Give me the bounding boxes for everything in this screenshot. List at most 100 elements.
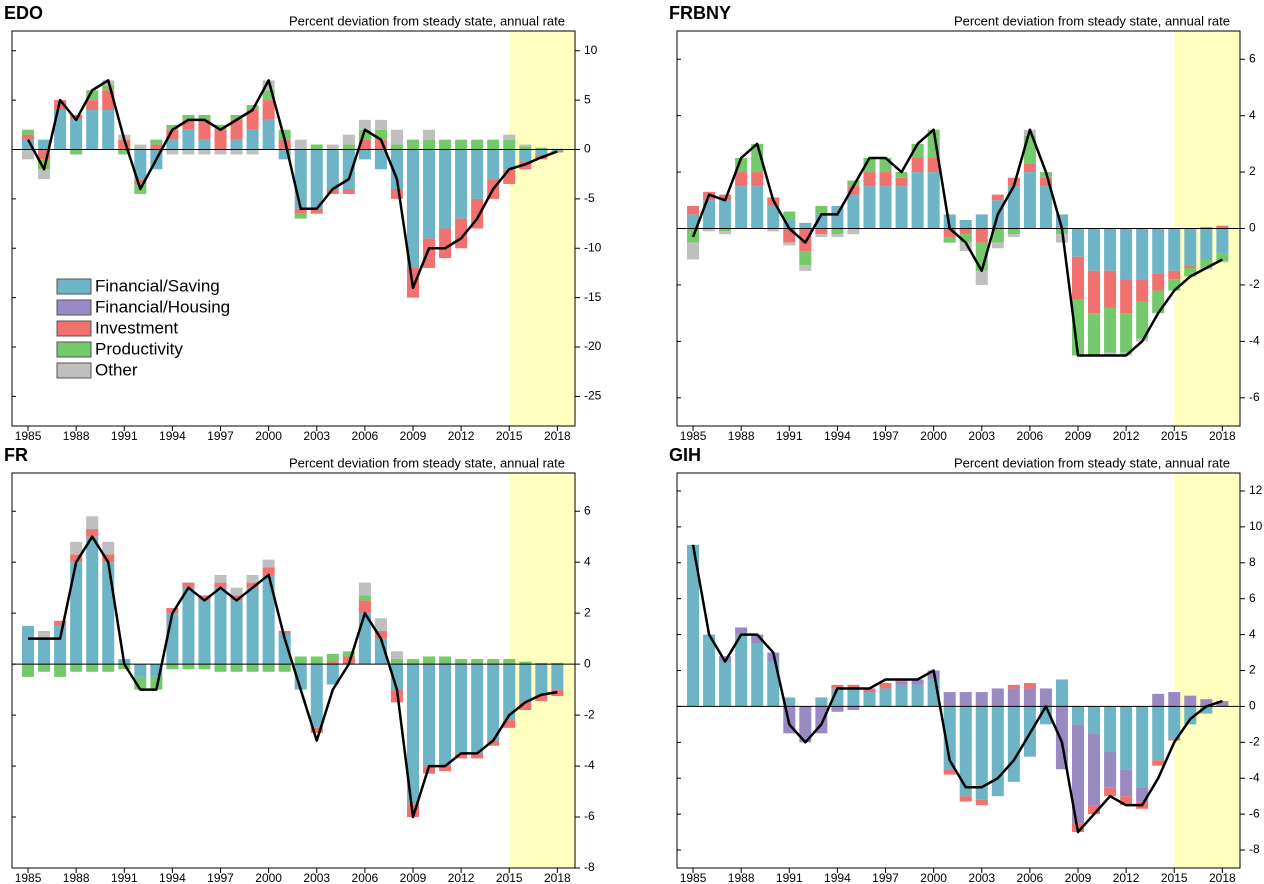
bar-segment <box>38 139 51 150</box>
forecast-shade <box>1174 473 1240 868</box>
bar-segment <box>1088 733 1101 806</box>
y-tick-label: 0 <box>1249 699 1256 713</box>
bar-segment <box>943 692 956 707</box>
bar-segment <box>70 664 83 672</box>
x-tick-label: 2015 <box>496 871 523 884</box>
bar-segment <box>182 119 195 130</box>
bar-segment <box>991 194 1004 201</box>
bar-segment <box>975 706 988 800</box>
bar-segment <box>1071 228 1085 257</box>
bar-segment <box>86 90 99 101</box>
bar-segment <box>1007 688 1020 707</box>
bar-segment <box>246 574 259 583</box>
bar-segment <box>230 149 243 155</box>
x-tick-label: 2018 <box>544 429 571 443</box>
bar-segment <box>214 149 227 155</box>
bar-segment <box>1216 253 1229 261</box>
bar-segment <box>991 706 1004 797</box>
bar-segment <box>182 582 195 588</box>
bar-segment <box>1071 724 1085 824</box>
bar-segment <box>390 659 403 665</box>
bar-segment <box>390 129 403 145</box>
bar-segment <box>535 662 548 665</box>
x-tick-label: 1991 <box>776 871 803 884</box>
bar-segment <box>86 100 99 110</box>
bar-segment <box>198 595 211 601</box>
forecast-shade <box>509 31 575 426</box>
x-tick-label: 1988 <box>63 429 90 443</box>
bar-segment <box>943 769 956 775</box>
bar-segment <box>1200 706 1213 714</box>
y-tick-label: 6 <box>584 503 591 517</box>
bar-segment <box>134 149 147 180</box>
bar-segment <box>815 234 828 237</box>
bar-segment <box>406 664 420 805</box>
bar-segment <box>535 148 548 150</box>
bar-segment <box>455 664 468 754</box>
bar-segment <box>423 664 436 767</box>
bar-segment <box>294 139 307 150</box>
bar-segment <box>847 180 860 187</box>
bar-segment <box>262 90 275 101</box>
bar-segment <box>390 144 403 150</box>
bar-segment <box>799 251 812 266</box>
bar-segment <box>991 228 1004 243</box>
bar-segment <box>198 664 211 670</box>
bar-segment <box>783 220 796 229</box>
y-tick-label: 12 <box>1249 483 1263 497</box>
bar-segment <box>687 205 700 215</box>
bar-segment <box>118 139 131 150</box>
x-tick-label: 2003 <box>303 429 330 443</box>
bar-segment <box>1088 270 1101 314</box>
bar-segment <box>927 172 940 229</box>
panel-title: FR <box>4 445 28 465</box>
bar-segment <box>767 228 780 232</box>
bar-segment <box>503 659 516 665</box>
bar-segment <box>439 139 452 150</box>
bar-segment <box>230 664 243 672</box>
y-tick-label: -6 <box>1249 390 1260 404</box>
x-tick-label: 2009 <box>1065 871 1092 884</box>
bar-segment <box>959 242 972 252</box>
y-tick-label: 0 <box>1249 221 1256 235</box>
bar-segment <box>535 664 548 695</box>
panel: FR Percent deviation from steady state, a… <box>4 445 595 884</box>
bar-segment <box>1104 352 1117 356</box>
bar-segment <box>326 144 339 150</box>
bar-segment <box>487 139 500 150</box>
bar-segment <box>38 169 51 180</box>
bar-segment <box>959 796 972 802</box>
bar-segment <box>214 129 227 150</box>
bar-segment <box>54 664 67 677</box>
bar-segment <box>1168 228 1181 271</box>
bar-segment <box>975 799 988 806</box>
x-tick-label: 2015 <box>496 429 523 443</box>
total-line <box>26 79 558 289</box>
bar-segment <box>687 242 700 260</box>
panel: GIH Percent deviation from steady state, … <box>669 445 1263 884</box>
y-tick-label: 4 <box>584 554 591 568</box>
bar-segment <box>406 139 420 150</box>
bar-segment <box>1104 706 1117 752</box>
bar-segment <box>1104 787 1117 797</box>
bar-segment <box>246 664 259 672</box>
y-tick-label: 2 <box>1249 663 1256 677</box>
panel-subtitle: Percent deviation from steady state, ann… <box>954 455 1230 470</box>
bar-segment <box>358 119 371 130</box>
bar-segment <box>911 172 924 229</box>
bar-segment <box>751 634 764 644</box>
bar-segment <box>1136 706 1149 788</box>
bar-segment <box>182 129 195 150</box>
bar-segment <box>1007 706 1020 782</box>
bar-segment <box>1168 738 1181 741</box>
bar-segment <box>1007 684 1020 689</box>
bar-segment <box>182 664 195 670</box>
bar-segment <box>1088 706 1101 734</box>
plot-frame <box>11 472 576 869</box>
bar-segment <box>455 139 468 150</box>
y-tick-label: -4 <box>584 758 595 772</box>
bar-segment <box>22 149 35 160</box>
bar-segment <box>1088 313 1101 356</box>
bar-segment <box>519 702 532 710</box>
x-tick-label: 2000 <box>920 871 947 884</box>
